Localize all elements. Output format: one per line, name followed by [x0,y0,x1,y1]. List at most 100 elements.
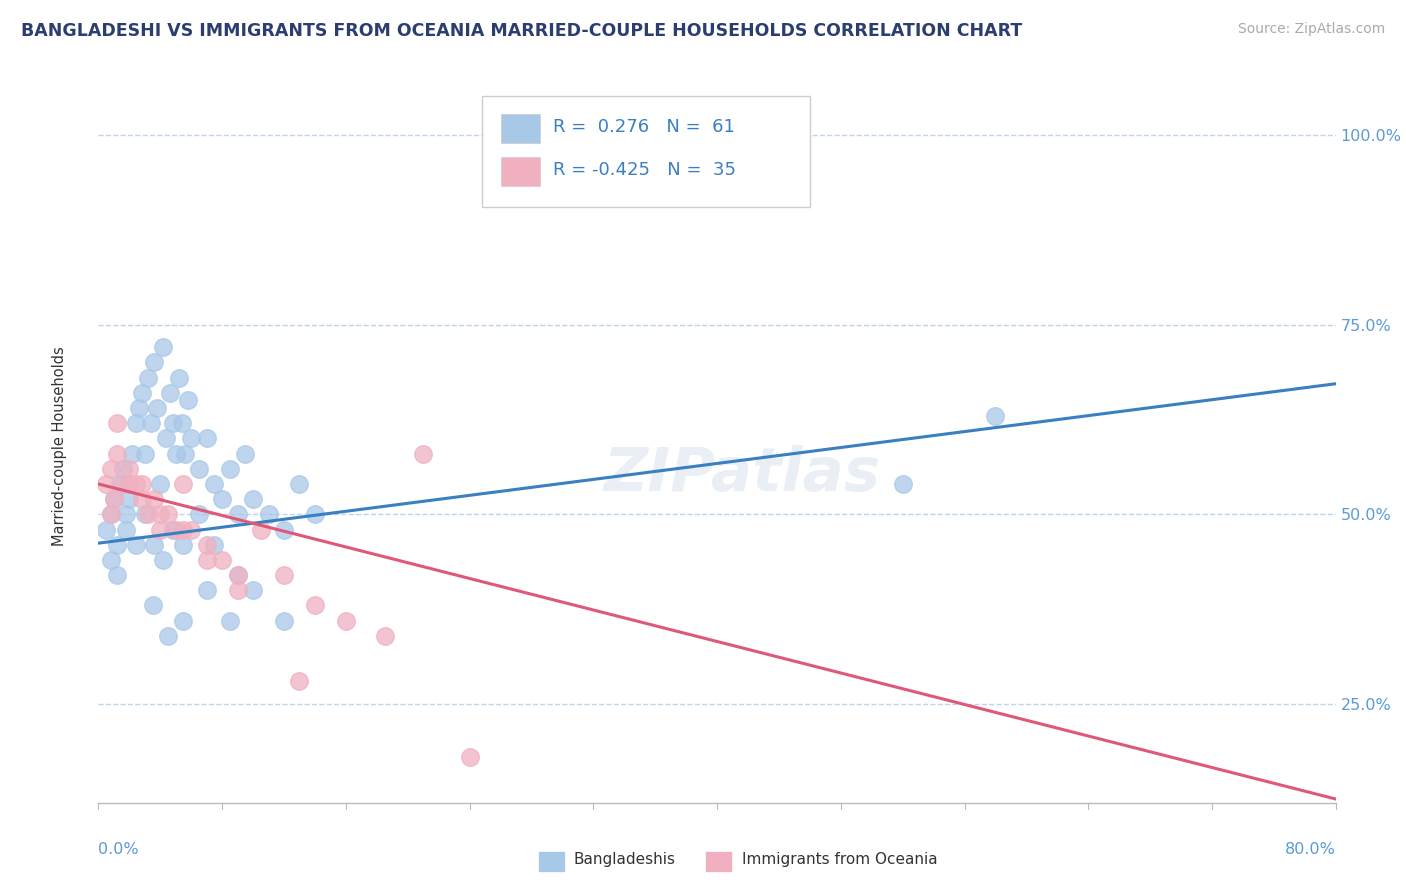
Point [131,385,153,400]
Point [165,523,187,537]
Point [124,538,146,552]
Point [257,508,280,522]
Point [103,492,125,507]
Point [157,508,180,522]
Point [152,553,174,567]
Text: ZIPatlas: ZIPatlas [603,445,880,504]
Point [149,477,172,491]
Point [96,523,118,537]
Point [226,508,249,522]
Point [124,477,146,491]
Point [124,416,146,430]
Point [96,477,118,491]
Text: BANGLADESHI VS IMMIGRANTS FROM OCEANIA MARRIED-COUPLE HOUSEHOLDS CORRELATION CHA: BANGLADESHI VS IMMIGRANTS FROM OCEANIA M… [21,22,1022,40]
Point [174,447,197,461]
Point [162,523,184,537]
Point [143,492,166,507]
Point [136,508,159,522]
Point [204,477,226,491]
Point [100,508,122,522]
Point [115,523,138,537]
Point [155,431,177,445]
Point [170,416,193,430]
Point [100,553,122,567]
Point [115,508,138,522]
Point [288,477,311,491]
Point [121,447,143,461]
Point [891,477,914,491]
Point [177,393,200,408]
Text: Source: ZipAtlas.com: Source: ZipAtlas.com [1237,22,1385,37]
Point [105,538,128,552]
Point [162,416,184,430]
FancyBboxPatch shape [704,851,733,872]
Point [273,523,295,537]
Point [288,674,311,689]
Point [118,477,141,491]
Point [211,492,233,507]
Point [108,477,131,491]
Point [204,538,226,552]
Point [100,508,122,522]
Text: 80.0%: 80.0% [1285,842,1336,857]
FancyBboxPatch shape [501,114,540,143]
Point [984,409,1007,423]
Point [304,599,326,613]
Point [143,355,166,369]
Point [374,629,396,643]
Point [100,462,122,476]
Point [195,583,218,598]
Point [143,538,166,552]
Point [180,431,202,445]
FancyBboxPatch shape [537,851,565,872]
Point [219,614,242,628]
Point [128,401,150,415]
Text: R =  0.276   N =  61: R = 0.276 N = 61 [553,118,734,136]
Point [211,553,233,567]
Text: Married-couple Households: Married-couple Households [52,346,67,546]
Point [131,477,153,491]
Text: R = -0.425   N =  35: R = -0.425 N = 35 [553,161,735,178]
Point [165,447,187,461]
Point [172,523,194,537]
Point [226,568,249,582]
Point [188,462,211,476]
Point [172,538,194,552]
Point [250,523,273,537]
Point [273,568,295,582]
Point [159,385,181,400]
Point [172,614,194,628]
Point [112,462,135,476]
Point [458,750,481,764]
Point [304,508,326,522]
Point [149,523,172,537]
Point [105,416,128,430]
Point [112,477,135,491]
Point [167,370,190,384]
Point [118,492,141,507]
Text: Immigrants from Oceania: Immigrants from Oceania [742,853,938,867]
Point [226,583,249,598]
Point [195,538,218,552]
Point [131,492,153,507]
Point [152,340,174,354]
Point [157,629,180,643]
Point [233,447,257,461]
Point [219,462,242,476]
Point [242,492,264,507]
Point [335,614,357,628]
Text: 0.0%: 0.0% [98,842,139,857]
Point [136,370,159,384]
Point [141,599,165,613]
Point [180,523,202,537]
Point [242,583,264,598]
Point [134,447,156,461]
Point [105,568,128,582]
Point [149,508,172,522]
Point [412,447,434,461]
Point [134,508,156,522]
Text: Bangladeshis: Bangladeshis [574,853,675,867]
Point [195,431,218,445]
Point [830,811,852,825]
Point [226,568,249,582]
